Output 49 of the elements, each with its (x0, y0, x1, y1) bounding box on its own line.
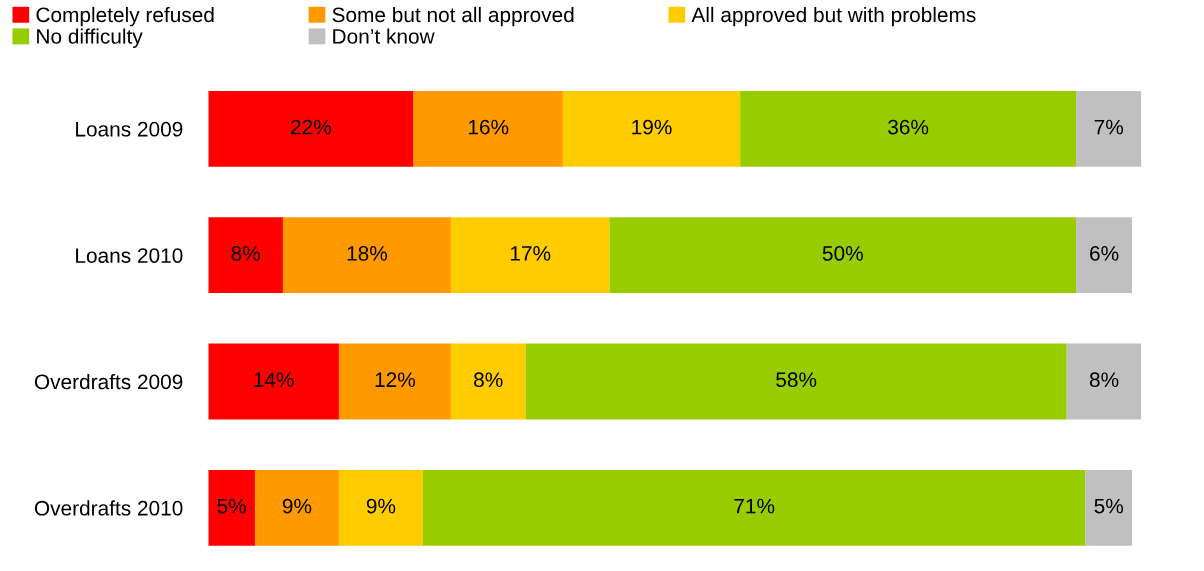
bar (1076, 90, 1142, 167)
data-label: 22% (291, 119, 332, 135)
bar (525, 343, 1067, 420)
y-tick-label: Loans 2009 (76, 121, 183, 137)
data-label: 9% (366, 498, 396, 514)
y-tick-label: Overdrafts 2010 (34, 500, 183, 516)
bar (413, 90, 563, 167)
data-label: 8% (474, 372, 503, 388)
bar (338, 469, 423, 546)
bar (1066, 343, 1142, 420)
data-label: 8% (231, 246, 260, 261)
legend-label: Completely refused (36, 6, 214, 27)
bar (208, 90, 414, 167)
data-label: 8% (1089, 372, 1119, 388)
data-label: 5% (1094, 498, 1124, 514)
bar (450, 217, 610, 294)
data-label: 17% (510, 246, 551, 261)
bar (609, 217, 1077, 294)
data-label: 58% (776, 372, 817, 388)
bar (422, 469, 1086, 546)
bar (562, 90, 741, 167)
bar (208, 469, 255, 546)
data-label: 5% (217, 498, 246, 514)
y-tick-label: Overdrafts 2009 (34, 373, 183, 390)
bar (208, 217, 283, 294)
data-label: 18% (347, 246, 388, 261)
legend-label: Some but not all approved (332, 6, 574, 27)
data-label: 36% (888, 119, 929, 135)
data-label: 50% (822, 246, 863, 261)
bar (1076, 217, 1133, 294)
data-label: 19% (632, 119, 672, 135)
bar (1085, 469, 1133, 546)
data-label: 12% (375, 372, 416, 388)
data-label: 6% (1090, 246, 1119, 261)
bar (740, 90, 1077, 167)
bar (282, 217, 451, 294)
bar (338, 343, 451, 420)
data-label: 7% (1094, 119, 1124, 135)
bar (208, 343, 339, 420)
data-label: 16% (468, 119, 509, 135)
data-label: 9% (282, 498, 312, 514)
legend-label: No difficulty (37, 28, 143, 48)
legend-label: All approved but with problems (691, 6, 976, 27)
y-tick-label: Loans 2010 (76, 248, 183, 263)
bar (450, 343, 526, 420)
data-label: 14% (254, 372, 294, 388)
data-label: 71% (734, 498, 775, 514)
legend-label: Don’t know (333, 28, 435, 44)
bar (254, 469, 339, 546)
